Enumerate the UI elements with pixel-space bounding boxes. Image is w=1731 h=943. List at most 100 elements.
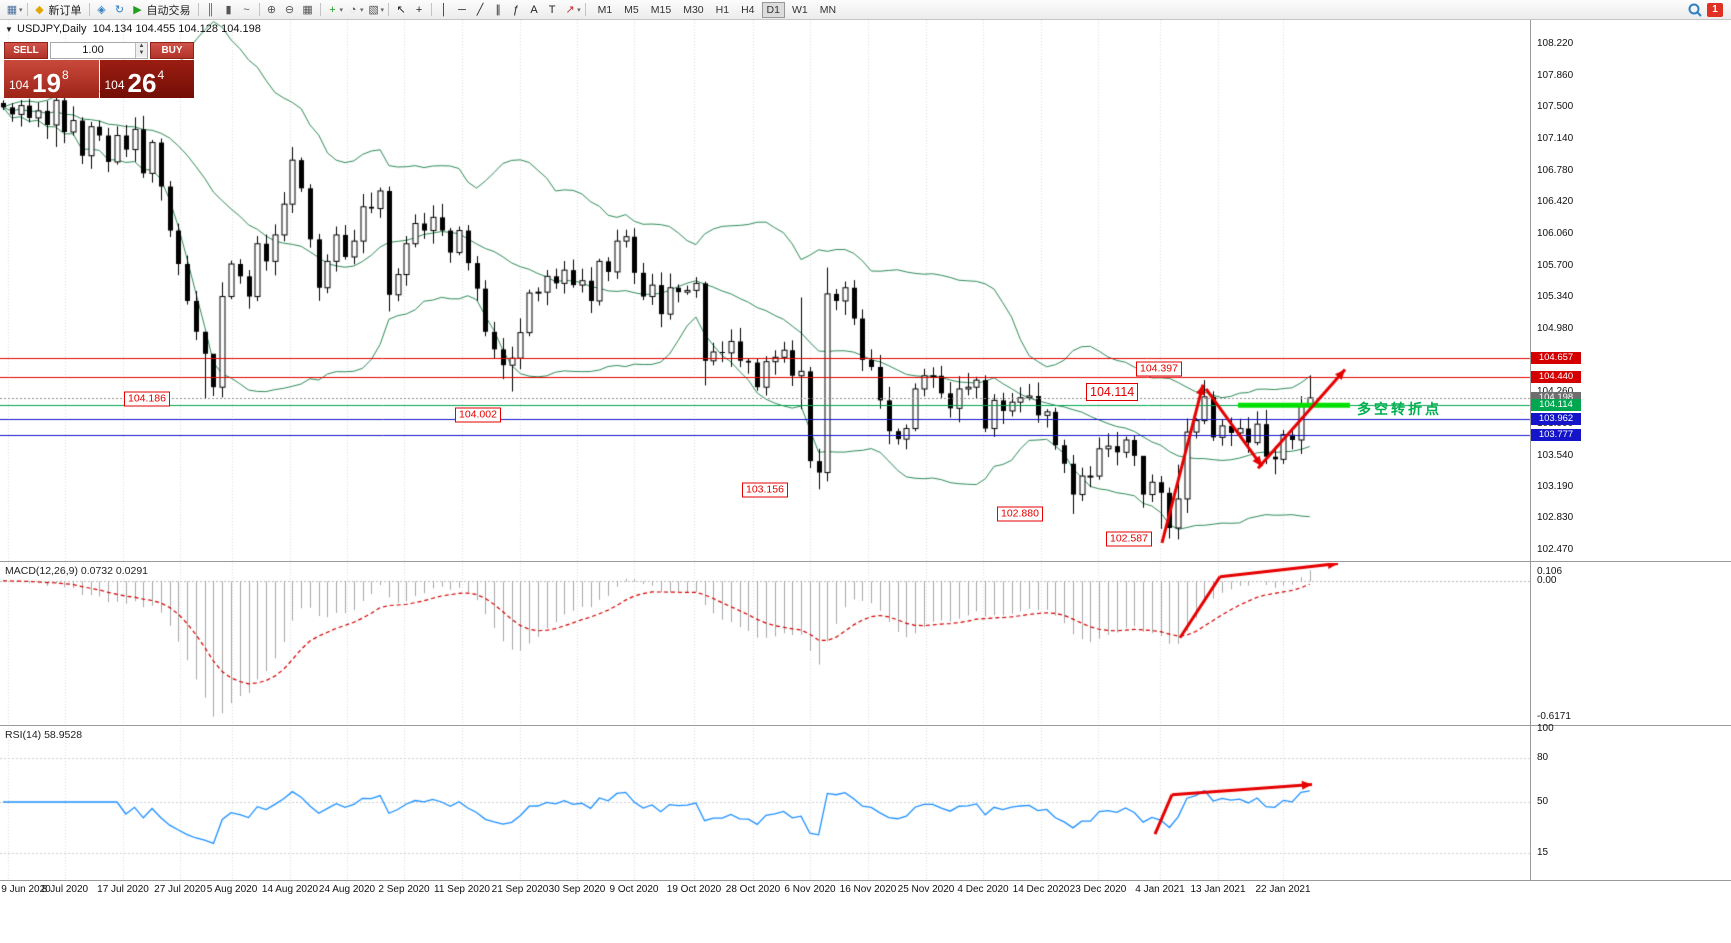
one-click-trading-panel: SELL 1.00 ▲ ▼ BUY 104 19 8 104 26 4 (4, 42, 194, 98)
toolbar-separator (584, 3, 586, 16)
pane-separator-macd[interactable] (0, 561, 1731, 562)
search-icon[interactable] (1688, 3, 1702, 17)
new-chart-dropdown-icon[interactable]: ▾ (19, 6, 23, 14)
date-label: 23 Dec 2020 (1069, 884, 1127, 895)
autotrading-icon[interactable]: ▶ (133, 4, 142, 16)
date-label: 17 Jul 2020 (97, 884, 149, 895)
price-annotation-label[interactable]: 104.186 (124, 391, 170, 407)
toolbar-items: ▦ ▾ ◆ 新订单 ◈ ↻ ▶ 自动交易 ║ ▮ ~ ⊕ ⊖ ▦ + ▾ ◔ ▾ ▧ ▾ ↖ + │ ─ ╱ ∥ ƒ A T ↗ ▾ (0, 0, 589, 19)
timeframe-d1[interactable]: D1 (761, 1, 785, 18)
cursor-icon[interactable]: ↖ (396, 4, 406, 16)
volume-input[interactable]: 1.00 ▲ ▼ (50, 42, 148, 59)
timeframe-h1[interactable]: H1 (715, 3, 730, 16)
rsi-axis-label: 100 (1537, 723, 1554, 734)
horizontal-line-icon[interactable]: ─ (458, 3, 466, 16)
toolbar-separator (197, 3, 199, 16)
mql-community-icon[interactable]: ◈ (97, 4, 106, 16)
date-label: 28 Oct 2020 (725, 884, 781, 895)
timeframe-w1[interactable]: W1 (791, 3, 808, 16)
indicators-icon[interactable]: + (329, 3, 336, 16)
price-axis-label: 107.500 (1537, 101, 1574, 113)
timeframe-m15[interactable]: M15 (650, 3, 672, 16)
text-label-icon[interactable]: T (548, 3, 556, 16)
macd-title: MACD(12,26,9) 0.0732 0.0291 (5, 565, 149, 577)
crosshair-icon[interactable]: + (415, 3, 423, 16)
volume-down-icon[interactable]: ▼ (136, 50, 147, 57)
fibonacci-icon[interactable]: ƒ (513, 3, 520, 16)
line-chart-icon[interactable]: ~ (243, 3, 250, 16)
date-label: 21 Sep 2020 (491, 884, 549, 895)
vertical-line-icon[interactable]: │ (440, 3, 448, 16)
price-annotation-label[interactable]: 104.397 (1136, 361, 1182, 377)
price-tag: 104.657 (1531, 351, 1581, 364)
macd-axis-label: -0.6171 (1537, 711, 1571, 722)
price-axis-label: 106.420 (1537, 196, 1574, 208)
toolbar-separator (431, 3, 433, 16)
date-label: 24 Aug 2020 (318, 884, 376, 895)
zoom-out-icon[interactable]: ⊖ (284, 4, 295, 16)
price-axis-label: 103.190 (1537, 480, 1574, 492)
templates-icon[interactable]: ▧ (368, 4, 379, 16)
price-axis-label: 105.700 (1537, 259, 1574, 271)
tile-windows-icon[interactable]: ▦ (302, 4, 313, 16)
notification-badge[interactable]: 1 (1707, 2, 1723, 17)
arrows-icon[interactable]: ↗ (565, 4, 575, 16)
toolbar-separator (26, 3, 28, 16)
arrows-dropdown-icon[interactable]: ▾ (577, 6, 581, 14)
volume-value[interactable]: 1.00 (82, 44, 104, 56)
trendline-icon[interactable]: ╱ (476, 4, 484, 16)
price-annotation-label[interactable]: 104.114 (1086, 383, 1139, 402)
price-axis-label: 107.860 (1537, 69, 1574, 81)
text-icon[interactable]: A (530, 3, 538, 16)
indicators-dropdown-icon[interactable]: ▾ (339, 6, 344, 14)
date-label: 5 Aug 2020 (206, 884, 258, 895)
refresh-icon[interactable]: ↻ (114, 4, 125, 16)
volume-up-icon[interactable]: ▲ (136, 43, 147, 50)
timeframe-mn[interactable]: MN (819, 3, 837, 16)
new-order-icon[interactable]: ◆ (35, 4, 44, 16)
price-annotation-label[interactable]: 104.002 (455, 407, 501, 423)
timeframe-h4[interactable]: H4 (741, 3, 755, 16)
sell-button[interactable]: SELL (4, 42, 48, 59)
timeframe-m5[interactable]: M5 (624, 3, 639, 16)
price-annotation-label[interactable]: 102.880 (997, 506, 1043, 522)
bar-chart-icon[interactable]: ║ (206, 3, 215, 16)
price-annotation-label[interactable]: 103.156 (742, 482, 788, 498)
symbol-period-label: USDJPY,Daily (17, 23, 87, 35)
date-label: 2 Sep 2020 (378, 884, 430, 895)
new-order-label[interactable]: 新订单 (48, 4, 82, 17)
timeframe-m1[interactable]: M1 (597, 3, 613, 16)
toolbar-separator (388, 3, 390, 16)
sell-price-box[interactable]: 104 19 8 (4, 60, 99, 98)
date-label: 4 Dec 2020 (957, 884, 1009, 895)
periods-dropdown-icon[interactable]: ▾ (360, 6, 364, 14)
date-label: 9 Jun 2020 (1, 884, 51, 895)
time-axis-border (0, 880, 1731, 881)
autotrading-label[interactable]: 自动交易 (146, 4, 191, 17)
one-click-top-row: SELL 1.00 ▲ ▼ BUY (4, 42, 194, 59)
price-axis-border (1530, 19, 1531, 881)
zoom-in-icon[interactable]: ⊕ (266, 4, 277, 16)
equidistant-channel-icon[interactable]: ∥ (495, 4, 501, 16)
buy-button[interactable]: BUY (150, 42, 194, 59)
date-label: 27 Jul 2020 (154, 884, 206, 895)
timeframe-m30[interactable]: M30 (683, 3, 704, 16)
volume-stepper[interactable]: ▲ ▼ (135, 43, 147, 58)
cn-note[interactable]: 多空转折点 (1357, 401, 1442, 417)
periods-icon[interactable]: ◔ (349, 3, 357, 16)
sell-price-pips: 19 (32, 68, 61, 98)
pane-separator-rsi[interactable] (0, 725, 1731, 726)
toolbar-separator (319, 3, 321, 16)
candlestick-chart-icon[interactable]: ▮ (225, 4, 232, 16)
price-annotation-label[interactable]: 102.587 (1106, 531, 1152, 547)
new-chart-icon[interactable]: ▦ (6, 4, 18, 16)
sell-price-big: 104 (9, 78, 30, 92)
date-label: 16 Nov 2020 (839, 884, 897, 895)
templates-dropdown-icon[interactable]: ▾ (380, 6, 385, 14)
date-label: 14 Dec 2020 (1012, 884, 1070, 895)
panel-collapse-icon[interactable]: ▼ (5, 25, 13, 34)
rsi-axis-label: 15 (1537, 847, 1549, 859)
buy-price-box[interactable]: 104 26 4 (99, 60, 194, 98)
price-axis-label: 103.540 (1537, 449, 1574, 461)
